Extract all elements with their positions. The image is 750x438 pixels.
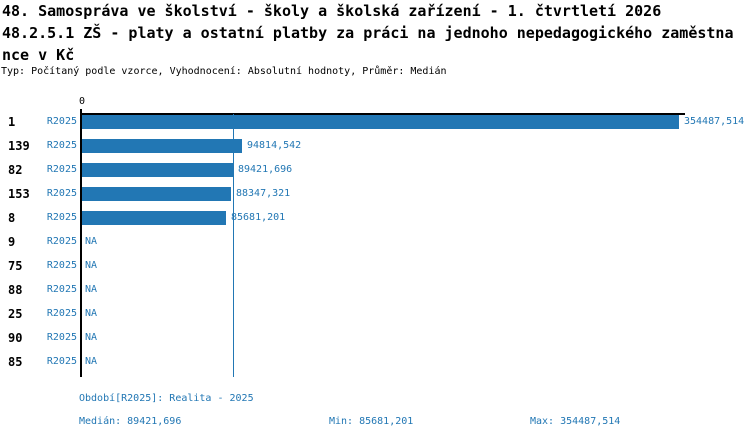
row-category-label: 139 xyxy=(8,139,30,153)
na-value-label: NA xyxy=(85,356,98,367)
row-series-label: R2025 xyxy=(46,284,77,295)
na-value-label: NA xyxy=(85,332,98,343)
value-bar xyxy=(82,211,226,225)
bar-value-label: 89421,696 xyxy=(238,164,293,175)
row-category-label: 153 xyxy=(8,187,30,201)
value-bar xyxy=(82,163,233,177)
bar-value-label: 88347,321 xyxy=(236,188,291,199)
bar-value-label: 94814,542 xyxy=(247,140,302,151)
row-series-label: R2025 xyxy=(46,260,77,271)
x-axis-line xyxy=(80,113,685,115)
y-axis-line xyxy=(80,109,82,377)
report-title-line1: 48. Samospráva ve školství - školy a ško… xyxy=(2,2,662,20)
row-category-label: 9 xyxy=(8,235,16,249)
bar-value-label: 354487,514 xyxy=(684,116,745,127)
x-axis-zero-tick-label: 0 xyxy=(78,96,86,107)
row-series-label: R2025 xyxy=(46,164,77,175)
row-series-label: R2025 xyxy=(46,188,77,199)
row-category-label: 88 xyxy=(8,283,23,297)
footer-period-label: Období[R2025]: Realita - 2025 xyxy=(79,393,254,404)
report-title-line2: 48.2.5.1 ZŠ - platy a ostatní platby za … xyxy=(2,24,734,42)
row-category-label: 75 xyxy=(8,259,23,273)
value-bar xyxy=(82,187,231,201)
row-series-label: R2025 xyxy=(46,332,77,343)
row-series-label: R2025 xyxy=(46,116,77,127)
na-value-label: NA xyxy=(85,284,98,295)
report-meta-line: Typ: Počítaný podle vzorce, Vyhodnocení:… xyxy=(1,66,447,77)
value-bar xyxy=(82,115,679,129)
row-series-label: R2025 xyxy=(46,236,77,247)
row-category-label: 82 xyxy=(8,163,23,177)
row-series-label: R2025 xyxy=(46,140,77,151)
na-value-label: NA xyxy=(85,308,98,319)
row-series-label: R2025 xyxy=(46,308,77,319)
median-reference-line xyxy=(233,114,234,377)
bar-value-label: 85681,201 xyxy=(231,212,286,223)
row-series-label: R2025 xyxy=(46,212,77,223)
footer-max-stat: Max: 354487,514 xyxy=(530,416,621,427)
row-category-label: 90 xyxy=(8,331,23,345)
row-category-label: 85 xyxy=(8,355,23,369)
footer-min-stat: Min: 85681,201 xyxy=(329,416,414,427)
row-category-label: 8 xyxy=(8,211,16,225)
report-title-line3: nce v Kč xyxy=(2,46,75,64)
na-value-label: NA xyxy=(85,260,98,271)
row-category-label: 1 xyxy=(8,115,16,129)
row-series-label: R2025 xyxy=(46,356,77,367)
value-bar xyxy=(82,139,242,153)
na-value-label: NA xyxy=(85,236,98,247)
footer-median-stat: Medián: 89421,696 xyxy=(79,416,182,427)
row-category-label: 25 xyxy=(8,307,23,321)
